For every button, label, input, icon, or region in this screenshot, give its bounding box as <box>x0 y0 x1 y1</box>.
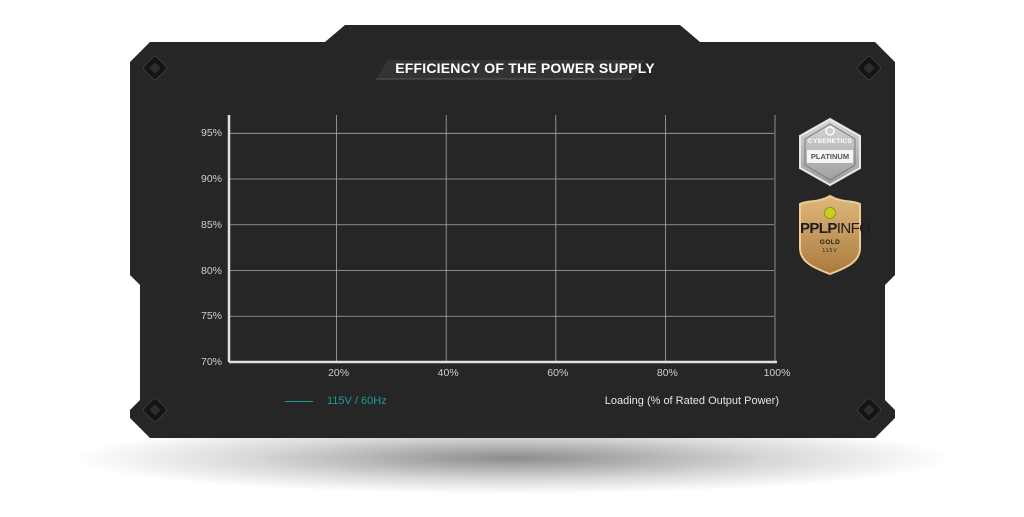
pplp-brand-main: PPLP <box>800 220 837 237</box>
chart-title: EFFICIENCY OF THE POWER SUPPLY <box>395 60 655 76</box>
y-tick-label: 70% <box>200 356 222 368</box>
x-axis-label: Loading (% of Rated Output Power) <box>604 395 779 407</box>
title-banner <box>376 60 645 79</box>
x-tick-label: 40% <box>437 367 459 379</box>
y-tick-label: 85% <box>200 218 222 231</box>
x-tick-label: 100% <box>763 367 791 379</box>
cybenetics-rating: PLATINUM <box>810 152 850 161</box>
legend: 115V / 60Hz <box>285 394 387 408</box>
pplp-badge-icon <box>799 194 861 276</box>
legend-label: 115V / 60Hz <box>327 395 387 407</box>
y-tick-label: 90% <box>200 173 222 186</box>
legend-swatch <box>285 400 313 402</box>
x-tick-label: 20% <box>328 367 350 379</box>
y-tick-label: 95% <box>200 127 222 140</box>
pplp-brand-suffix: INFO <box>836 220 871 237</box>
screw-bottom-right-icon <box>857 398 881 422</box>
cybenetics-brand: CYBENETICS <box>808 138 852 145</box>
pplp-rating: GOLD <box>819 239 841 246</box>
axes <box>227 115 777 364</box>
x-tick-label: 60% <box>547 367 569 379</box>
cybenetics-badge-icon <box>799 117 861 187</box>
gridlines <box>229 115 776 362</box>
screw-top-right-icon <box>857 56 881 80</box>
pplp-voltage: 115V <box>822 248 838 254</box>
panel-shadow <box>72 422 952 494</box>
x-tick-label: 80% <box>656 367 678 379</box>
panel-background <box>130 25 895 438</box>
y-tick-label: 75% <box>200 310 222 323</box>
screw-top-left-icon <box>143 56 167 80</box>
y-tick-label: 80% <box>200 264 222 277</box>
screw-bottom-left-icon <box>143 398 167 422</box>
